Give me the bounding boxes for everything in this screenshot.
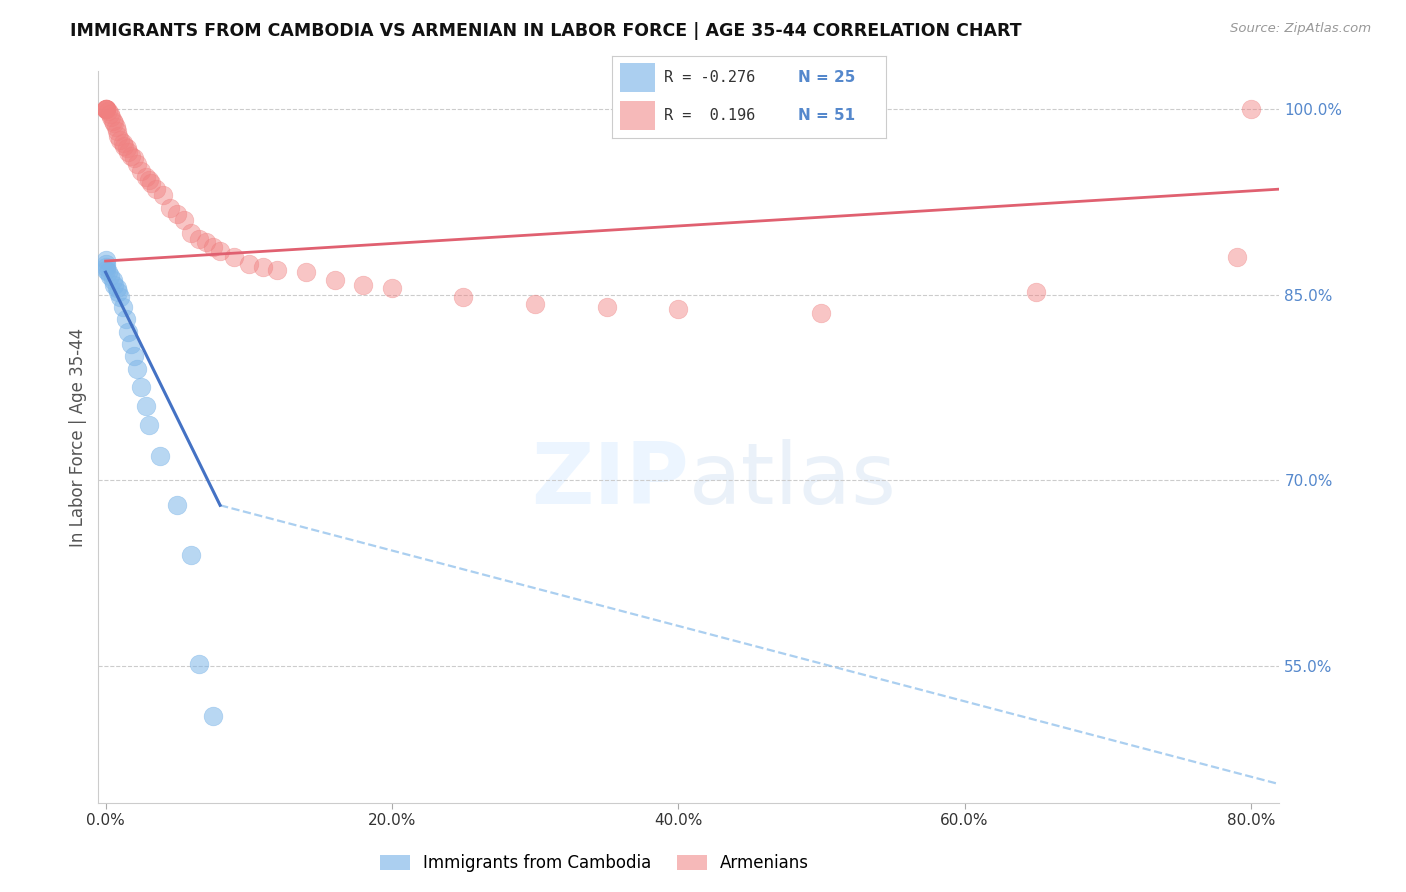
Point [266, 262, 288, 277]
Point [135, 399, 157, 413]
Point [105, 281, 128, 295]
Text: IMMIGRANTS FROM CAMBODIA VS ARMENIAN IN LABOR FORCE | AGE 35-44 CORRELATION CHAR: IMMIGRANTS FROM CAMBODIA VS ARMENIAN IN … [70, 22, 1022, 40]
Point [138, 173, 160, 187]
Point [295, 265, 318, 279]
Point [595, 300, 617, 314]
Point [180, 226, 202, 240]
Point [103, 116, 125, 130]
Point [173, 213, 195, 227]
Point [1025, 285, 1047, 299]
Point [453, 290, 475, 304]
Point [145, 182, 167, 196]
Point [97, 265, 120, 279]
Point [252, 260, 274, 275]
Point [94, 102, 117, 116]
Point [103, 277, 125, 292]
Point [101, 114, 124, 128]
Point [1225, 250, 1247, 264]
Point [122, 350, 145, 364]
Point [125, 362, 148, 376]
Point [114, 312, 136, 326]
Point [107, 128, 129, 143]
Point [100, 110, 122, 124]
Legend: Immigrants from Cambodia, Armenians: Immigrants from Cambodia, Armenians [374, 847, 815, 879]
Point [120, 337, 142, 351]
Point [187, 657, 209, 671]
Point [166, 207, 188, 221]
Bar [620, 101, 655, 130]
Point [810, 306, 832, 320]
Bar [620, 62, 655, 92]
Point [101, 272, 124, 286]
Text: atlas: atlas [689, 440, 897, 523]
Text: ZIP: ZIP [531, 440, 689, 523]
Point [107, 285, 129, 299]
Point [238, 256, 260, 270]
Point [131, 163, 153, 178]
Point [323, 272, 346, 286]
Text: R =  0.196: R = 0.196 [664, 108, 755, 123]
Point [108, 290, 131, 304]
Point [94, 102, 117, 116]
Point [381, 281, 404, 295]
Point [94, 102, 117, 116]
Point [94, 256, 117, 270]
Point [111, 300, 134, 314]
Point [524, 297, 547, 311]
Point [111, 136, 134, 151]
Point [112, 138, 135, 153]
Point [138, 417, 160, 432]
Point [187, 232, 209, 246]
Point [166, 498, 188, 512]
Point [120, 149, 142, 163]
Text: N = 25: N = 25 [799, 70, 855, 85]
Point [201, 240, 224, 254]
Point [94, 262, 117, 277]
Point [94, 102, 117, 116]
Point [117, 145, 139, 159]
Point [105, 124, 128, 138]
Point [115, 141, 138, 155]
Y-axis label: In Labor Force | Age 35-44: In Labor Force | Age 35-44 [69, 327, 87, 547]
Point [94, 102, 117, 116]
Point [141, 176, 163, 190]
Point [666, 302, 689, 317]
Point [98, 268, 121, 283]
Text: R = -0.276: R = -0.276 [664, 70, 755, 85]
Point [135, 169, 157, 184]
Point [209, 244, 232, 259]
Point [104, 120, 127, 135]
Point [201, 709, 224, 723]
Point [194, 235, 217, 250]
Point [180, 548, 202, 562]
Point [125, 157, 148, 171]
Point [122, 151, 145, 165]
Point [117, 325, 139, 339]
Point [98, 106, 121, 120]
Point [1240, 102, 1263, 116]
Point [108, 132, 131, 146]
Point [159, 201, 181, 215]
Point [152, 188, 174, 202]
Point [149, 449, 172, 463]
Point [352, 277, 374, 292]
Text: Source: ZipAtlas.com: Source: ZipAtlas.com [1230, 22, 1371, 36]
Point [224, 250, 246, 264]
Text: N = 51: N = 51 [799, 108, 855, 123]
Point [94, 260, 117, 275]
Point [131, 380, 153, 394]
Point [94, 252, 117, 267]
Point [97, 103, 120, 118]
